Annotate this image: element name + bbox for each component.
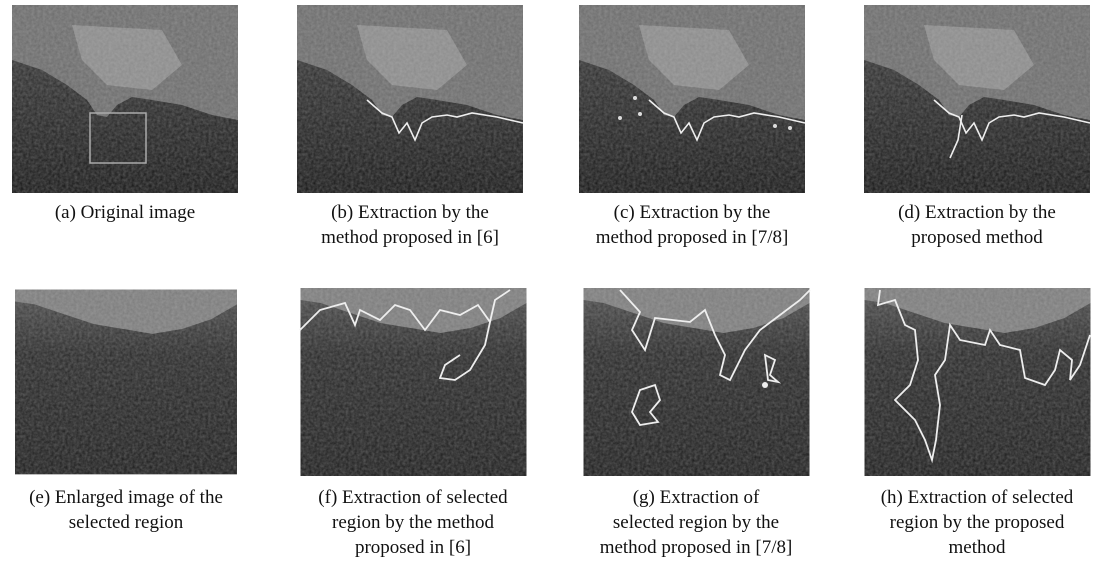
caption-line: (c) Extraction by the: [614, 202, 771, 223]
caption-line: selected region: [69, 512, 184, 533]
caption-line: (a) Original image: [55, 202, 195, 223]
caption-line: (g) Extraction of: [633, 487, 760, 508]
image-b: [297, 5, 523, 193]
caption-line: region by the method: [332, 512, 494, 533]
figure: (a) Original image (b) Extraction by the m…: [0, 0, 1118, 573]
image-g: [584, 288, 811, 476]
image-h: [865, 288, 1091, 476]
image-a: [12, 5, 238, 193]
caption-line: proposed in [6]: [355, 537, 471, 558]
caption-line: proposed method: [911, 227, 1043, 248]
caption-line: selected region by the: [613, 512, 779, 533]
caption-line: (h) Extraction of selected: [881, 487, 1074, 508]
caption-line: (b) Extraction by the: [331, 202, 489, 223]
caption-line: region by the proposed: [890, 512, 1065, 533]
caption-line: method proposed in [6]: [321, 227, 499, 248]
image-c: [579, 5, 805, 193]
caption-line: method proposed in [7/8]: [596, 227, 789, 248]
caption-line: (f) Extraction of selected: [318, 487, 508, 508]
caption-line: method proposed in [7/8]: [600, 537, 793, 558]
caption-line: method: [949, 537, 1006, 558]
image-f: [300, 288, 527, 476]
caption-line: (e) Enlarged image of the: [29, 487, 223, 508]
image-e: [15, 290, 237, 475]
image-d: [864, 5, 1090, 193]
caption-line: (d) Extraction by the: [898, 202, 1056, 223]
